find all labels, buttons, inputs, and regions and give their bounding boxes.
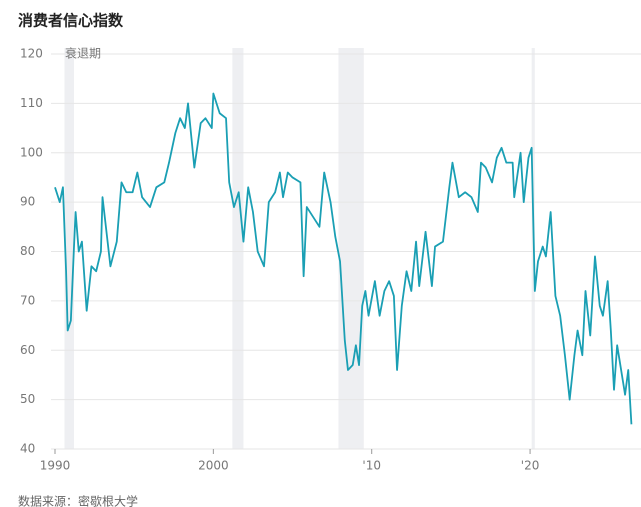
recession-band <box>232 48 244 449</box>
annotation: 衰退期 <box>65 46 101 61</box>
y-tick-label: 90 <box>20 195 35 209</box>
x-tick-label: '10 <box>362 459 381 473</box>
y-tick-label: 100 <box>20 145 43 159</box>
x-tick-label: 2000 <box>198 459 229 473</box>
x-tick-label: '20 <box>521 459 540 473</box>
recession-band <box>338 48 364 449</box>
x-tick-label: 1990 <box>40 459 71 473</box>
chart-title: 消费者信心指数 <box>18 12 124 30</box>
y-tick-label: 80 <box>20 244 35 258</box>
y-tick-label: 70 <box>20 293 35 307</box>
source-note: 数据来源：密歇根大学 <box>18 494 138 507</box>
y-tick-label: 120 <box>20 47 43 61</box>
y-tick-label: 50 <box>20 392 35 406</box>
y-tick-label: 40 <box>20 442 35 456</box>
y-tick-label: 110 <box>20 96 43 110</box>
recession-band <box>64 48 75 449</box>
series-line <box>54 92 633 425</box>
y-tick-label: 60 <box>20 343 35 357</box>
